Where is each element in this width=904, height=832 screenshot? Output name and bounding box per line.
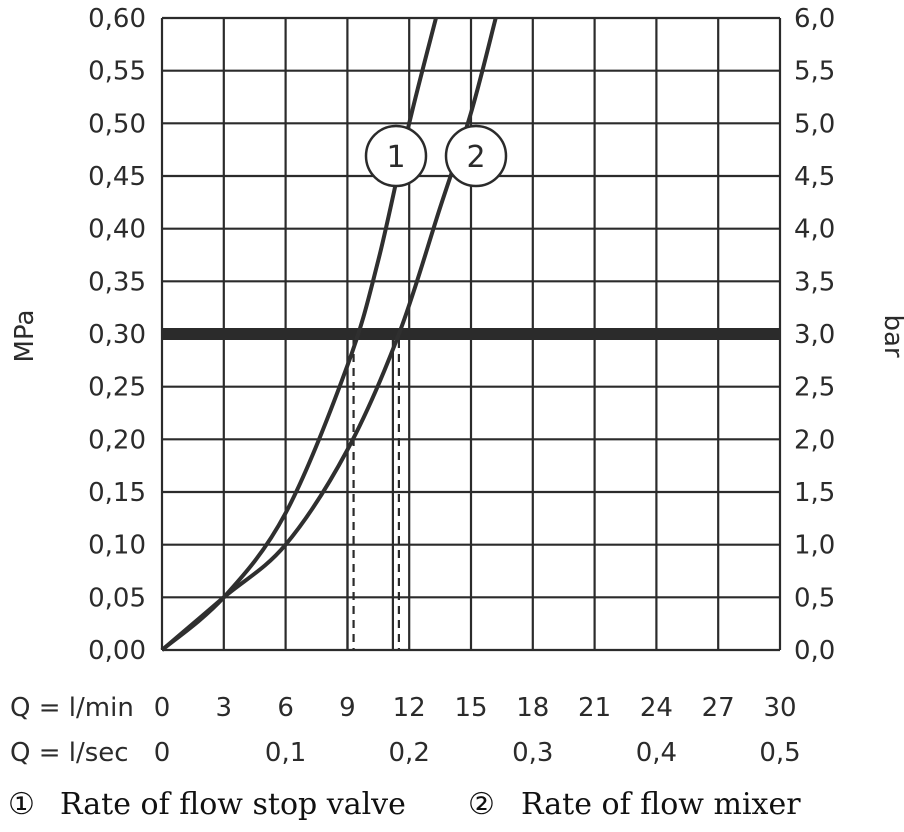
- legend-item-2-text: Rate of flow mixer: [521, 787, 801, 822]
- x-row1-tick-label: 0: [154, 693, 171, 723]
- y-right-tick-label: 4,5: [794, 162, 835, 192]
- x-row2-tick-label: 0: [154, 738, 171, 768]
- y-left-tick-label: 0,60: [88, 4, 146, 34]
- series-marker-2-label: 2: [466, 140, 485, 175]
- x-row2-tick-label: 0,2: [389, 738, 430, 768]
- y-right-tick-label: 1,5: [794, 478, 835, 508]
- x-row2-tick-label: 0,1: [265, 738, 306, 768]
- y-left-tick-label: 0,05: [88, 583, 146, 613]
- x-row2-tick-label: 0,3: [512, 738, 553, 768]
- y-left-tick-label: 0,20: [88, 425, 146, 455]
- axis-labels: 0,000,050,100,150,200,250,300,350,400,45…: [88, 4, 835, 768]
- y-right-tick-label: 5,0: [794, 109, 835, 139]
- y-right-tick-label: 2,5: [794, 373, 835, 403]
- x-row1-tick-label: 21: [578, 693, 611, 723]
- x-row1-tick-label: 3: [216, 693, 233, 723]
- x-row2-tick-label: 0,4: [636, 738, 677, 768]
- y-left-tick-label: 0,45: [88, 162, 146, 192]
- series-marker-1-circle: [364, 124, 428, 188]
- y-left-tick-label: 0,40: [88, 215, 146, 245]
- x-row1-tick-label: 9: [339, 693, 356, 723]
- y-left-axis-title: MPa: [10, 310, 40, 363]
- y-left-tick-label: 0,15: [88, 478, 146, 508]
- y-right-tick-label: 0,5: [794, 583, 835, 613]
- y-right-tick-label: 2,0: [794, 425, 835, 455]
- y-right-tick-label: 3,5: [794, 267, 835, 297]
- y-left-tick-label: 0,35: [88, 267, 146, 297]
- x-row1-label: Q = l/min: [10, 693, 134, 723]
- y-left-tick-label: 0,10: [88, 531, 146, 561]
- x-row1-tick-label: 30: [763, 693, 796, 723]
- x-row1-tick-label: 6: [277, 693, 294, 723]
- y-left-tick-label: 0,55: [88, 57, 146, 87]
- legend-item-1-text: Rate of flow stop valve: [60, 787, 406, 822]
- x-row1-tick-label: 18: [516, 693, 549, 723]
- x-row1-tick-label: 12: [393, 693, 426, 723]
- y-right-tick-label: 0,0: [794, 636, 835, 666]
- y-right-tick-label: 1,0: [794, 531, 835, 561]
- x-row1-tick-label: 24: [640, 693, 673, 723]
- y-right-tick-label: 4,0: [794, 215, 835, 245]
- legend-item-1-symbol: ①: [8, 787, 35, 822]
- y-right-tick-label: 5,5: [794, 57, 835, 87]
- y-left-tick-label: 0,25: [88, 373, 146, 403]
- x-row2-label: Q = l/sec: [10, 738, 129, 768]
- y-left-tick-label: 0,50: [88, 109, 146, 139]
- y-right-axis-title: bar: [878, 314, 904, 357]
- y-left-tick-label: 0,00: [88, 636, 146, 666]
- y-right-tick-label: 3,0: [794, 320, 835, 350]
- y-right-tick-label: 6,0: [794, 4, 835, 34]
- y-left-tick-label: 0,30: [88, 320, 146, 350]
- x-row1-tick-label: 15: [454, 693, 487, 723]
- legend-item-2-symbol: ②: [468, 787, 495, 822]
- series-marker-2-circle: [444, 124, 508, 188]
- series-marker-1-label: 1: [386, 140, 405, 175]
- x-row2-tick-label: 0,5: [759, 738, 800, 768]
- x-row1-tick-label: 27: [702, 693, 735, 723]
